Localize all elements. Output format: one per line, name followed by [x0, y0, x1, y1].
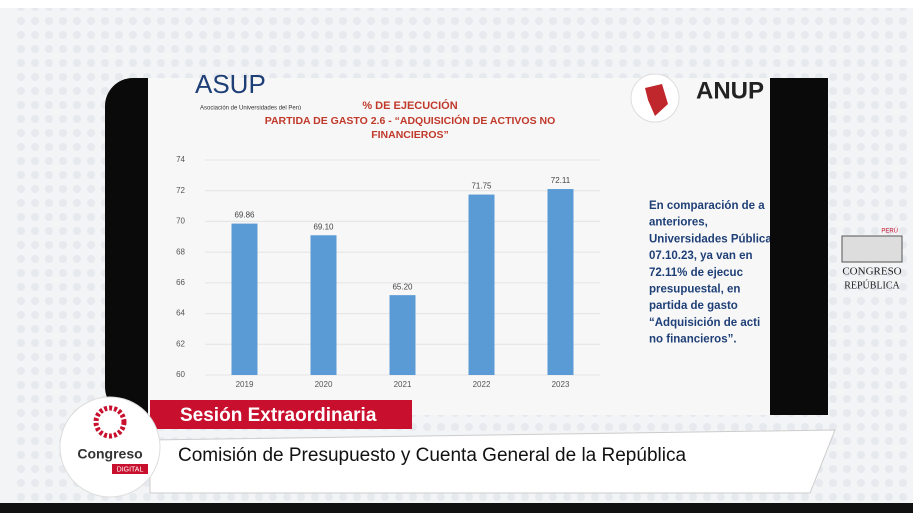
- side-line: presupuestal, en: [649, 284, 740, 296]
- data-label: 69.10: [313, 222, 334, 231]
- side-line: 07.10.23, ya van en: [649, 250, 753, 262]
- logo-tag: DIGITAL: [117, 466, 144, 473]
- bottom-band: [0, 503, 913, 513]
- session-title: Sesión Extraordinaria: [180, 405, 377, 426]
- bar: [311, 235, 337, 375]
- data-label: 72.11: [551, 176, 571, 185]
- bar: [548, 189, 574, 375]
- x-tick-label: 2020: [315, 380, 333, 389]
- y-tick-label: 62: [176, 339, 185, 348]
- chart-title: % DE EJECUCIÓN: [362, 99, 457, 112]
- bar: [232, 224, 258, 375]
- side-line: no financieros”.: [649, 334, 737, 346]
- screen: ASUP Asociación de Universidades del Per…: [0, 0, 913, 513]
- side-mask: [770, 78, 828, 415]
- x-tick-label: 2023: [552, 380, 570, 389]
- side-line: anteriores,: [649, 217, 708, 229]
- side-logo-top: PERÚ: [881, 228, 898, 235]
- commission-title: Comisión de Presupuesto y Cuenta General…: [178, 445, 686, 466]
- side-line: partida de gasto: [649, 300, 738, 312]
- y-tick-label: 66: [176, 278, 185, 287]
- side-line: “Adquisición de acti: [649, 317, 760, 329]
- asup-logo: ASUP: [195, 69, 266, 99]
- top-band: [0, 0, 913, 8]
- data-label: 65.20: [392, 282, 413, 291]
- x-tick-label: 2022: [473, 380, 491, 389]
- y-tick-label: 72: [176, 186, 185, 195]
- side-line: 72.11% de ejecuc: [649, 267, 744, 279]
- chart-subtitle: PARTIDA DE GASTO 2.6 - “ADQUISICIÓN DE A…: [255, 114, 565, 142]
- anup-logo: ANUP: [696, 77, 764, 104]
- subtitle-box: PARTIDA DE GASTO 2.6 - “ADQUISICIÓN DE A…: [255, 114, 565, 150]
- y-tick-label: 68: [176, 247, 185, 256]
- logo-text: Congreso: [77, 446, 142, 462]
- side-logo-sub: REPÚBLICA: [844, 279, 900, 291]
- side-line: En comparación de a: [649, 200, 765, 212]
- asup-name: Asociación de Universidades del Perú: [200, 106, 301, 112]
- side-logo-name: CONGRESO: [842, 266, 901, 278]
- y-tick-label: 74: [176, 155, 185, 164]
- y-tick-label: 70: [176, 217, 185, 226]
- data-label: 71.75: [471, 182, 492, 191]
- y-tick-label: 60: [176, 370, 185, 379]
- data-label: 69.86: [234, 211, 255, 220]
- x-tick-label: 2019: [236, 380, 254, 389]
- bar: [390, 295, 416, 375]
- page: ASUP Asociación de Universidades del Per…: [0, 0, 913, 513]
- building-icon: [842, 236, 902, 262]
- x-tick-label: 2021: [394, 380, 412, 389]
- y-tick-label: 64: [176, 309, 185, 318]
- side-line: Universidades Pública: [649, 233, 772, 245]
- bar: [469, 195, 495, 375]
